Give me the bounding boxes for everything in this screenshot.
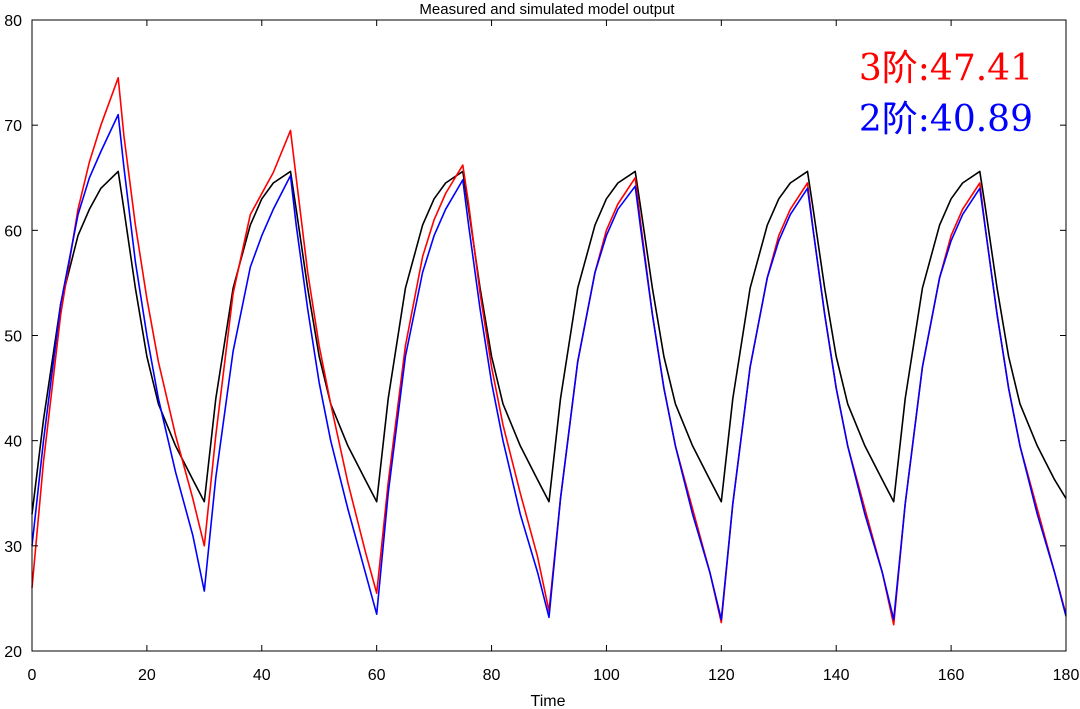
x-tick-label: 180 — [1053, 667, 1080, 684]
plot-area — [31, 77, 1067, 626]
x-tick-label: 100 — [593, 667, 620, 684]
y-tick-label: 60 — [4, 223, 22, 240]
x-tick-label: 20 — [138, 667, 156, 684]
y-tick-label: 20 — [4, 644, 22, 661]
y-tick-label: 80 — [4, 13, 22, 30]
annotation-3rd-order: 3阶:47.41 — [859, 48, 1033, 89]
x-tick-label: 60 — [368, 667, 386, 684]
series-line-0 — [31, 170, 1067, 515]
series-line-2 — [31, 113, 1067, 621]
y-tick-label: 50 — [4, 329, 22, 346]
annotation-2nd-order: 2阶:40.89 — [859, 99, 1033, 140]
x-tick-label: 120 — [708, 667, 735, 684]
axes: 0 20 40 60 80 100 120 140 160 180 20 30 40 50 60 70 80 — [4, 13, 1079, 684]
series-line-1 — [31, 77, 1067, 626]
x-tick-label: 0 — [28, 667, 37, 684]
x-tick-label: 40 — [253, 667, 271, 684]
x-tick-label: 140 — [823, 667, 850, 684]
x-axis-label: Time — [531, 693, 566, 709]
chart-title: Measured and simulated model output — [419, 1, 675, 18]
y-tick-label: 30 — [4, 539, 22, 556]
y-tick-label: 70 — [4, 118, 22, 135]
y-tick-label: 40 — [4, 434, 22, 451]
x-tick-label: 160 — [938, 667, 965, 684]
x-tick-label: 80 — [483, 667, 501, 684]
